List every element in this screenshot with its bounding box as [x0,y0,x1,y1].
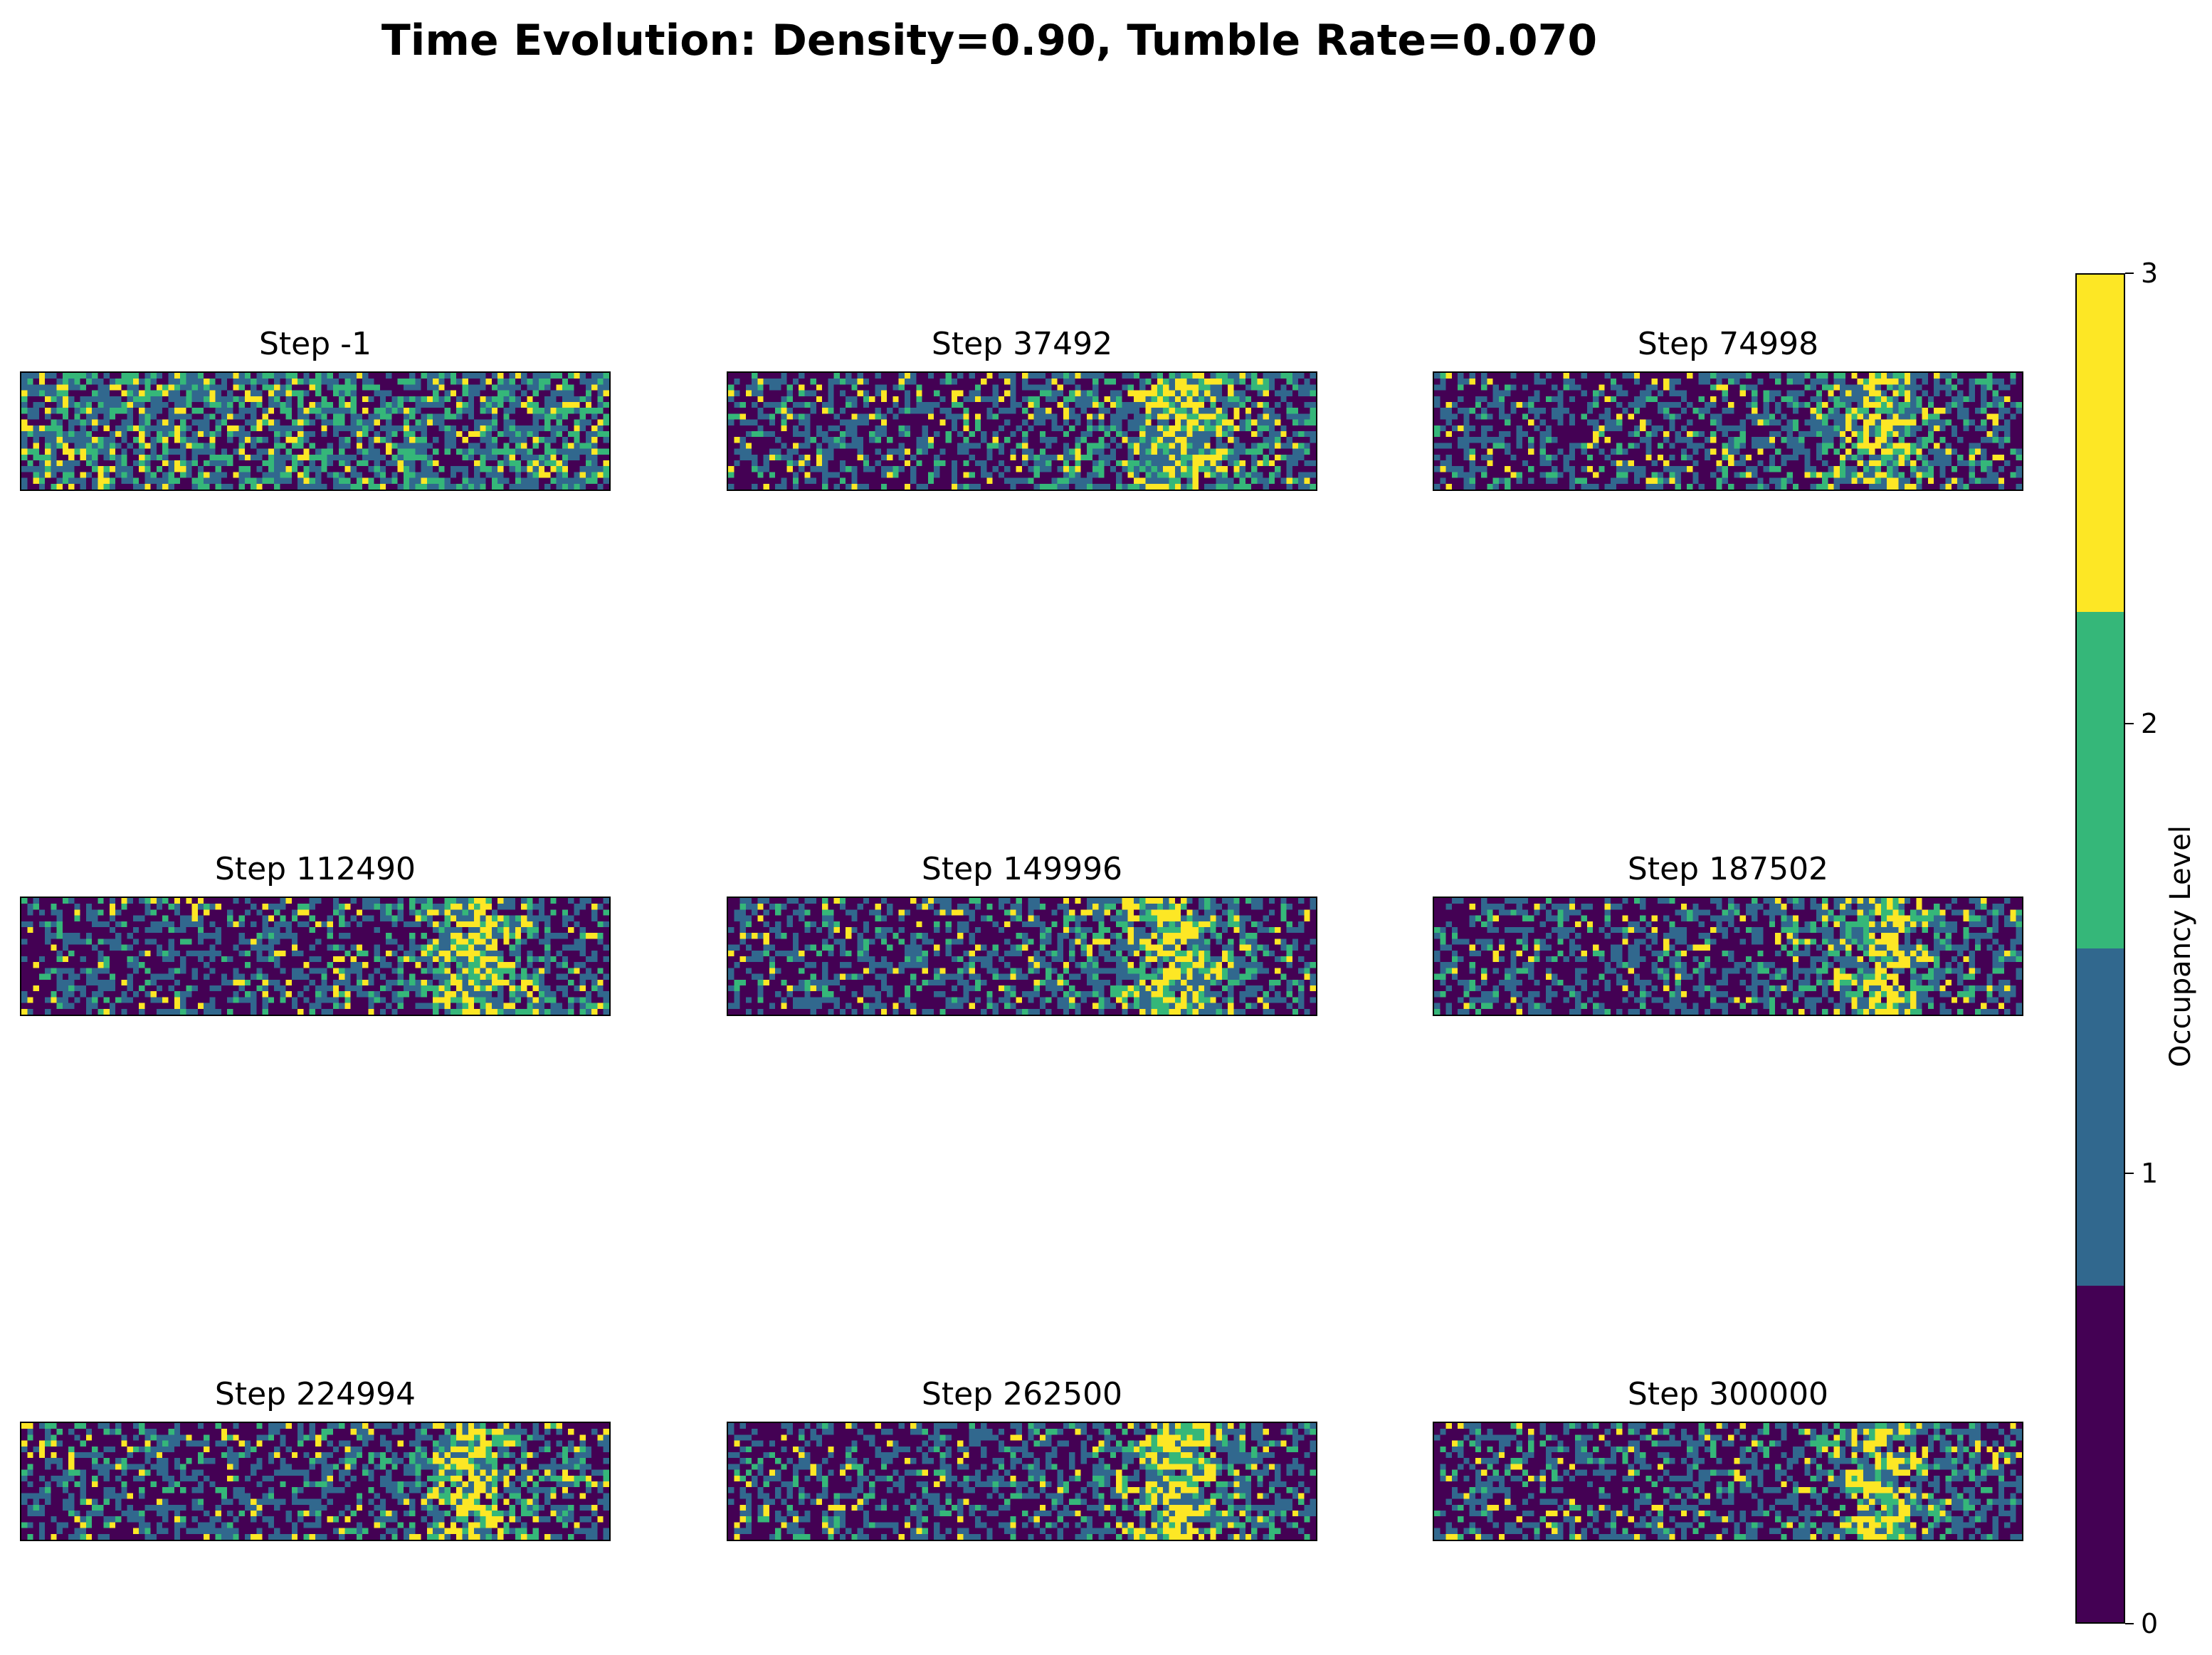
occupancy-heatmap [1433,897,2023,1016]
occupancy-heatmap [727,371,1317,491]
colorbar-tick-label: 2 [2141,707,2159,739]
colorbar-tick [2125,273,2134,274]
occupancy-heatmap [1433,371,2023,491]
panel-title: Step 37492 [931,326,1113,362]
colorbar-tick [2125,722,2134,724]
occupancy-heatmap [1433,1422,2023,1541]
colorbar-tick-label: 3 [2141,258,2159,289]
colorbar [2075,273,2125,1624]
occupancy-heatmap [727,1422,1317,1541]
figure-title: Time Evolution: Density=0.90, Tumble Rat… [381,16,1598,65]
occupancy-heatmap [20,371,611,491]
colorbar-segment [2077,611,2124,948]
panel-title: Step 187502 [1627,851,1829,887]
colorbar-segment [2077,275,2124,612]
colorbar-tick [2125,1173,2134,1175]
panel-title: Step 112490 [214,851,416,887]
colorbar-label: Occupancy Level [2164,825,2197,1068]
colorbar-tick-label: 0 [2141,1608,2159,1639]
panel-title: Step -1 [258,326,372,362]
panel-title: Step 224994 [214,1376,416,1412]
panel-title: Step 149996 [921,851,1123,887]
occupancy-heatmap [20,897,611,1016]
colorbar-segment [2077,948,2124,1286]
colorbar-tick-label: 1 [2141,1158,2159,1190]
panel-title: Step 262500 [921,1376,1123,1412]
occupancy-heatmap [727,897,1317,1016]
occupancy-heatmap [20,1422,611,1541]
colorbar-segment [2077,1285,2124,1622]
colorbar-tick [2125,1623,2134,1624]
panel-title: Step 74998 [1637,326,1819,362]
panel-title: Step 300000 [1627,1376,1829,1412]
